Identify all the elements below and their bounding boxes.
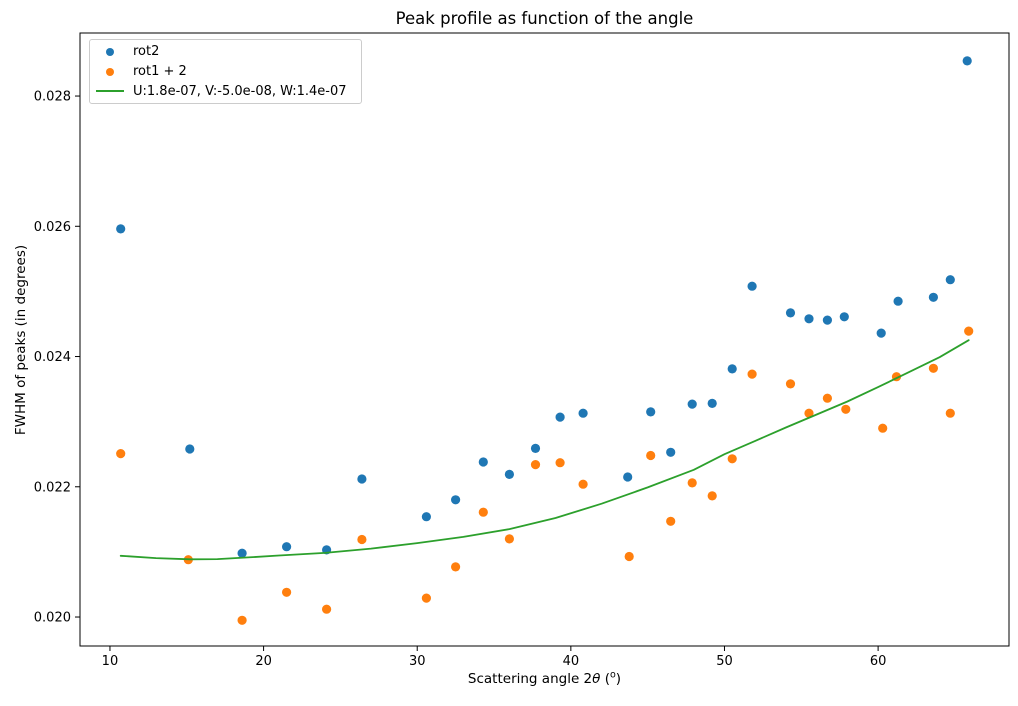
- data-point: [876, 328, 886, 338]
- theta-symbol: θ: [592, 671, 601, 687]
- x-axis-label: Scattering angle 2θ (o): [80, 669, 1009, 687]
- green-line-icon: [96, 90, 124, 93]
- blue-dot-icon: [106, 47, 114, 56]
- data-point: [578, 408, 588, 418]
- data-point: [451, 562, 461, 572]
- data-point: [945, 408, 955, 418]
- y-axis-label: FWHM of peaks (in degrees): [13, 244, 29, 436]
- data-point: [357, 534, 367, 545]
- legend-marker: [96, 67, 124, 76]
- data-point: [785, 308, 796, 318]
- legend-marker: [96, 47, 124, 56]
- data-point: [747, 281, 757, 291]
- axes-frame: [79, 32, 1010, 647]
- y-tick-label: 0.028: [34, 90, 71, 105]
- data-point: [623, 472, 633, 482]
- legend-label: rot2: [133, 44, 160, 60]
- data-point: [646, 407, 656, 417]
- data-point: [624, 551, 634, 562]
- data-point: [504, 534, 514, 544]
- data-point: [878, 423, 888, 433]
- data-point: [928, 363, 939, 373]
- data-point: [282, 587, 292, 597]
- data-point: [322, 604, 332, 614]
- data-point: [804, 314, 814, 324]
- data-point: [727, 364, 737, 374]
- data-point: [185, 444, 195, 454]
- x-tick-label: 10: [102, 654, 119, 669]
- x-tick-label: 60: [870, 654, 887, 669]
- data-point: [478, 457, 488, 467]
- x-axis-label-text: Scattering angle 2: [467, 671, 593, 687]
- x-axis-label-paren: (: [600, 671, 610, 687]
- y-tick-label: 0.024: [34, 350, 71, 365]
- legend-entry-fit-line: U:1.8e-07, V:-5.0e-08, W:1.4e-07: [90, 81, 361, 101]
- legend-entry-rot1-2: rot1 + 2: [90, 62, 361, 82]
- data-point: [687, 478, 697, 488]
- data-point: [945, 275, 955, 285]
- x-axis-label-close: ): [615, 671, 622, 687]
- legend-label: U:1.8e-07, V:-5.0e-08, W:1.4e-07: [133, 83, 347, 99]
- data-point: [646, 450, 656, 461]
- data-point: [804, 408, 814, 418]
- orange-dot-icon: [106, 67, 114, 76]
- y-tick-label: 0.022: [34, 480, 71, 495]
- data-point: [555, 458, 565, 468]
- data-point: [962, 56, 972, 66]
- data-point: [451, 495, 461, 505]
- data-point: [666, 516, 676, 526]
- data-point: [928, 292, 939, 302]
- data-point: [357, 474, 367, 484]
- data-point: [421, 593, 431, 603]
- data-point: [841, 404, 851, 414]
- data-point: [839, 312, 849, 322]
- data-point: [116, 449, 126, 459]
- chart-title: Peak profile as function of the angle: [395, 9, 694, 28]
- data-point: [530, 443, 541, 453]
- x-tick-label: 30: [409, 654, 426, 669]
- data-point: [116, 224, 126, 234]
- x-tick-label: 40: [563, 654, 580, 669]
- data-point: [727, 454, 737, 464]
- data-point: [707, 398, 717, 408]
- data-point: [822, 393, 833, 403]
- data-point: [578, 479, 588, 489]
- legend-marker: [96, 90, 124, 93]
- data-point: [747, 369, 757, 379]
- legend-box: rot2 rot1 + 2 U:1.8e-07, V:-5.0e-08, W:1…: [89, 39, 362, 104]
- degree-superscript: o: [609, 669, 616, 681]
- x-tick-label: 50: [716, 654, 733, 669]
- scatter-series-rot1-2: [116, 326, 974, 625]
- scatter-series-rot2: [116, 56, 972, 558]
- legend-entry-rot2: rot2: [90, 42, 361, 62]
- x-tick-label: 20: [255, 654, 272, 669]
- data-point: [237, 615, 247, 625]
- data-point: [421, 512, 431, 522]
- data-point: [237, 548, 247, 558]
- legend-label: rot1 + 2: [133, 64, 187, 79]
- data-point: [530, 460, 541, 470]
- data-point: [822, 315, 833, 325]
- data-point: [687, 399, 697, 409]
- y-tick-label: 0.020: [34, 611, 71, 626]
- data-point: [893, 296, 903, 306]
- data-point: [504, 469, 514, 479]
- axis-ticks: 10 20 30 40 50 60 0.020 0.022 0.024 0.026 0.028: [34, 90, 887, 669]
- data-point: [555, 412, 565, 422]
- data-point: [478, 507, 488, 517]
- y-tick-label: 0.026: [34, 220, 71, 235]
- data-point: [666, 447, 676, 457]
- data-point: [964, 326, 974, 336]
- data-point: [707, 491, 717, 501]
- fit-curve: [119, 339, 970, 561]
- data-point: [785, 379, 796, 389]
- data-point: [282, 542, 292, 552]
